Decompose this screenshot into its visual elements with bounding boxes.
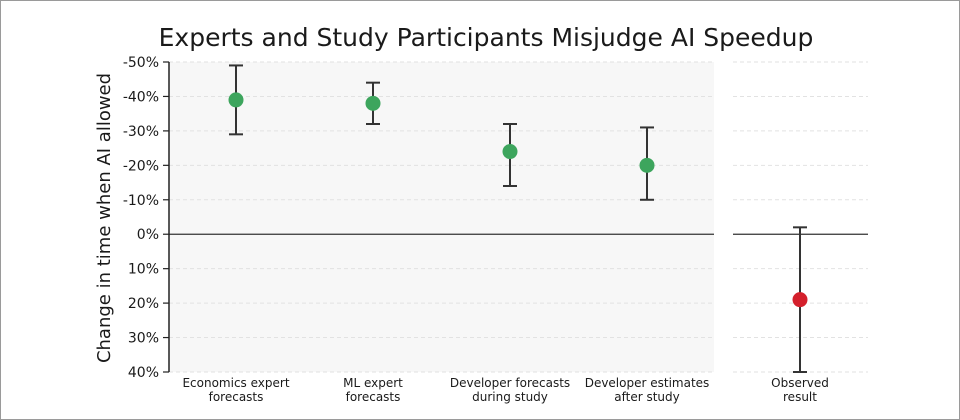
y-axis-label: Change in time when AI allowed [94,73,115,363]
y-tick-label: -20% [123,158,159,174]
data-point [502,144,518,160]
data-point [365,95,381,111]
category-label: Observed result [771,376,829,404]
y-tick-label: 30% [128,331,159,347]
y-tick-label: -40% [123,89,159,105]
data-point [228,92,244,108]
category-label-line: after study [614,390,679,404]
category-label: Developer forecasts during study [450,376,570,404]
category-label: Economics expert forecasts [182,376,289,404]
category-label-line: during study [472,390,548,404]
y-tick-label: 10% [128,262,159,278]
category-label-line: Observed [771,376,829,390]
category-label-line: result [783,390,817,404]
y-tick-label: -30% [123,124,159,140]
category-label: Developer estimates after study [585,376,710,404]
y-tick-label: 40% [128,365,159,381]
chart-title: Experts and Study Participants Misjudge … [159,23,814,52]
category-label-line: Developer estimates [585,376,710,390]
y-tick-label: -10% [123,193,159,209]
y-tick-label: -50% [123,55,159,71]
category-label-line: Economics expert [182,376,289,390]
panel-background-forecasts [169,62,714,372]
data-point [792,292,808,308]
category-label-line: forecasts [209,390,264,404]
category-label-line: forecasts [346,390,401,404]
category-label-line: Developer forecasts [450,376,570,390]
category-label-line: ML expert [343,376,403,390]
y-tick-label: 20% [128,296,159,312]
y-tick-label: 0% [137,227,159,243]
category-label: ML expert forecasts [343,376,403,404]
data-point [639,157,655,173]
